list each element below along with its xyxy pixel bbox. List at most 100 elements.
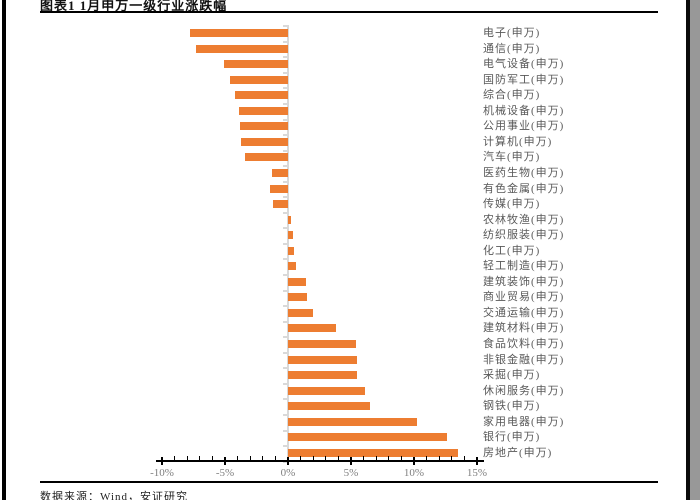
zero-axis-tick [283,367,289,369]
x-tick-label: -10% [150,467,174,479]
bar [272,169,288,177]
category-label: 商业贸易(申万) [483,291,565,303]
category-label: 建筑材料(申万) [483,322,565,334]
bar [288,356,357,364]
bar [288,371,357,379]
x-axis [156,460,484,462]
x-minor-tick [388,456,389,460]
zero-axis-tick [283,150,289,152]
bar [288,340,356,348]
zero-axis-tick [283,87,289,89]
bar [270,185,288,193]
x-major-tick [413,457,415,465]
category-label: 机械设备(申万) [483,105,565,117]
category-label: 家用电器(申万) [483,416,565,428]
x-major-tick [287,457,289,465]
x-major-tick [224,457,226,465]
zero-axis-tick [283,41,289,43]
zero-axis-tick [283,398,289,400]
zero-axis-tick [283,290,289,292]
x-major-tick [161,457,163,465]
x-minor-tick [426,456,427,460]
bar [288,402,370,410]
x-minor-tick [212,456,213,460]
zero-axis-tick [283,227,289,229]
zero-axis-tick [283,258,289,260]
bar [196,45,288,53]
category-label: 食品饮料(申万) [483,338,565,350]
bar [240,122,288,130]
bar [288,293,307,301]
zero-axis-tick [283,181,289,183]
zero-axis-tick [283,274,289,276]
x-minor-tick [338,456,339,460]
category-label: 综合(申万) [483,89,541,101]
zero-axis-tick [283,25,289,27]
category-label: 建筑装饰(申万) [483,276,565,288]
zero-axis-tick [283,243,289,245]
zero-axis-tick [283,414,289,416]
x-major-tick [350,457,352,465]
category-label: 电子(申万) [483,27,541,39]
x-minor-tick [464,456,465,460]
zero-axis-tick [283,134,289,136]
x-minor-tick [300,456,301,460]
x-minor-tick [439,456,440,460]
bar [224,60,288,68]
zero-axis-tick [283,430,289,432]
category-label: 通信(申万) [483,43,541,55]
zero-axis-tick [283,445,289,447]
bar [288,262,296,270]
scrollbar-track[interactable] [690,0,700,500]
bar [288,309,313,317]
data-source-note: 数据来源：Wind，安证研究 [40,491,188,500]
page-left-border [2,0,6,500]
zero-axis-tick [283,383,289,385]
bar [288,278,306,286]
bar [288,216,291,224]
x-minor-tick [363,456,364,460]
bar [230,76,288,84]
category-label: 钢铁(申万) [483,400,541,412]
figure-title: 图表1 1月申万一级行业涨跌幅 [40,0,228,13]
x-minor-tick [174,456,175,460]
category-label: 医药生物(申万) [483,167,565,179]
zero-axis-tick [283,165,289,167]
category-label: 非银金融(申万) [483,354,565,366]
bar [245,153,288,161]
bar [288,387,365,395]
bar [190,29,288,37]
category-label: 公用事业(申万) [483,120,565,132]
x-tick-label: 5% [343,467,359,479]
x-minor-tick [313,456,314,460]
x-minor-tick [325,456,326,460]
x-minor-tick [451,456,452,460]
category-label: 房地产(申万) [483,447,553,459]
x-tick-label: 10% [403,467,425,479]
x-tick-label: -5% [215,467,235,479]
category-label: 国防军工(申万) [483,74,565,86]
bar [239,107,288,115]
zero-axis-tick [283,461,289,463]
bar [288,231,293,239]
category-label: 纺织服装(申万) [483,229,565,241]
x-minor-tick [199,456,200,460]
footer-divider [40,481,658,483]
x-minor-tick [237,456,238,460]
bar [235,91,288,99]
category-label: 休闲服务(申万) [483,385,565,397]
zero-axis-tick [283,212,289,214]
category-label: 农林牧渔(申万) [483,214,565,226]
x-minor-tick [376,456,377,460]
bar [288,418,417,426]
category-label: 银行(申万) [483,431,541,443]
zero-axis-tick [283,336,289,338]
x-minor-tick [187,456,188,460]
zero-axis-tick [283,103,289,105]
bar [288,433,447,441]
x-minor-tick [262,456,263,460]
x-tick-label: 15% [466,467,488,479]
category-label: 交通运输(申万) [483,307,565,319]
